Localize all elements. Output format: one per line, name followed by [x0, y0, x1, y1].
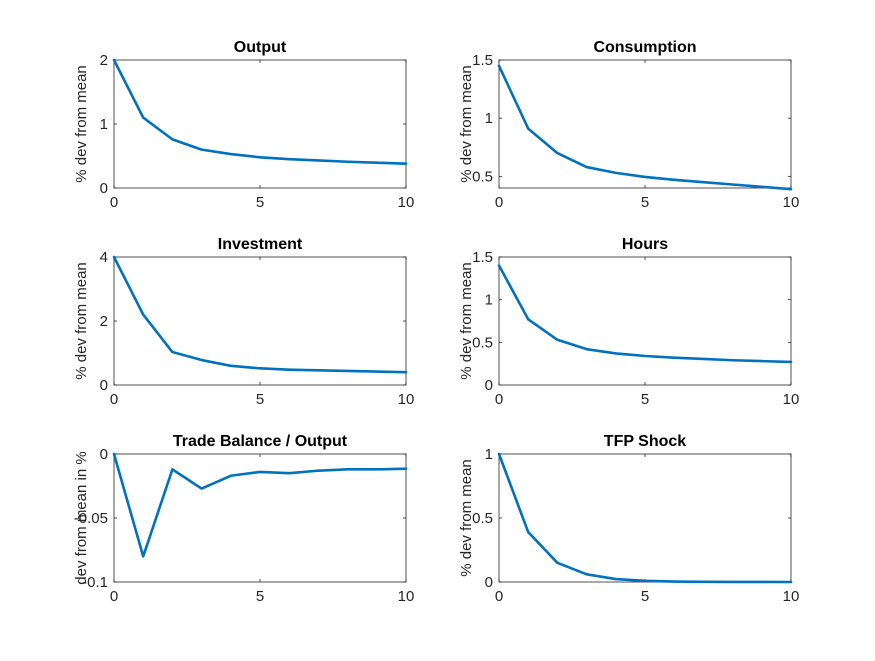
series-line — [497, 452, 793, 584]
x-tick-label: 0 — [110, 194, 118, 211]
y-axis-label: % dev from mean — [458, 65, 475, 183]
y-tick-label: 1 — [485, 292, 493, 309]
x-tick-label: 10 — [783, 391, 800, 408]
y-tick-label: 0.5 — [472, 168, 493, 185]
x-tick-label: 0 — [110, 588, 118, 605]
x-tick-label: 10 — [783, 588, 800, 605]
x-tick-label: 5 — [641, 194, 649, 211]
subplot-5: 0 5 10 -0.1 -0.05 0 Trade Balance / Output dev … — [73, 433, 414, 605]
y-tick-label: 0 — [100, 377, 108, 394]
x-tick-label: 5 — [256, 391, 264, 408]
x-tick-label: 0 — [495, 194, 503, 211]
y-tick-label: 4 — [100, 249, 108, 266]
subplot-2: 0 5 10 0.5 1 1.5 Consumption % dev from mean — [458, 39, 799, 211]
y-tick-label: 0 — [485, 377, 493, 394]
plot-area — [113, 256, 407, 386]
x-tick-label: 10 — [398, 391, 415, 408]
subplot-1: 0 5 10 0 1 2 Output % dev from mean — [73, 39, 414, 211]
y-tick-label: 1 — [485, 110, 493, 127]
subplot-title: Trade Balance / Output — [173, 433, 348, 450]
subplot-title: Investment — [218, 236, 303, 253]
x-tick-label: 5 — [256, 194, 264, 211]
y-tick-label: -0.1 — [82, 574, 108, 591]
plot-area — [113, 453, 407, 583]
subplot-4: 0 5 10 0 0.5 1 1.5 Hours % dev from mean — [458, 236, 799, 408]
y-axis-label: % dev from mean — [458, 262, 475, 380]
y-tick-label: 2 — [100, 313, 108, 330]
x-tick-label: 5 — [641, 391, 649, 408]
x-tick-label: 5 — [641, 588, 649, 605]
y-tick-label: 1 — [485, 446, 493, 463]
subplot-3: 0 5 10 0 2 4 Investment % dev from mean — [73, 236, 414, 408]
y-tick-label: 0.5 — [472, 510, 493, 527]
y-tick-label: -0.05 — [74, 510, 108, 527]
series-line — [497, 64, 793, 191]
series-line — [497, 264, 793, 364]
subplot-6: 0 5 10 0 0.5 1 TFP Shock % dev from mean — [458, 433, 799, 605]
x-tick-label: 0 — [495, 588, 503, 605]
y-tick-label: 0 — [485, 574, 493, 591]
subplot-title: Output — [234, 39, 287, 56]
subplot-title: Hours — [622, 236, 668, 253]
y-axis-label: % dev from mean — [458, 459, 475, 577]
x-tick-label: 5 — [256, 588, 264, 605]
plot-area — [498, 453, 792, 583]
series-line — [112, 255, 408, 374]
x-tick-label: 0 — [495, 391, 503, 408]
x-tick-label: 10 — [783, 194, 800, 211]
y-tick-label: 1.5 — [472, 249, 493, 266]
plot-area — [113, 59, 407, 189]
y-axis-label: dev from mean in % — [73, 451, 90, 584]
plot-area — [498, 59, 792, 189]
series-line — [112, 452, 408, 558]
y-axis-label: % dev from mean — [73, 65, 90, 183]
y-tick-label: 0 — [100, 180, 108, 197]
y-axis-label: % dev from mean — [73, 262, 90, 380]
y-tick-label: 2 — [100, 52, 108, 69]
y-tick-label: 0 — [100, 446, 108, 463]
x-tick-label: 10 — [398, 588, 415, 605]
y-tick-label: 1 — [100, 116, 108, 133]
y-tick-label: 1.5 — [472, 52, 493, 69]
y-tick-label: 0.5 — [472, 334, 493, 351]
plot-area — [498, 256, 792, 386]
x-tick-label: 0 — [110, 391, 118, 408]
x-tick-label: 10 — [398, 194, 415, 211]
subplot-title: TFP Shock — [604, 433, 686, 450]
subplot-title: Consumption — [593, 39, 696, 56]
series-line — [112, 58, 408, 165]
